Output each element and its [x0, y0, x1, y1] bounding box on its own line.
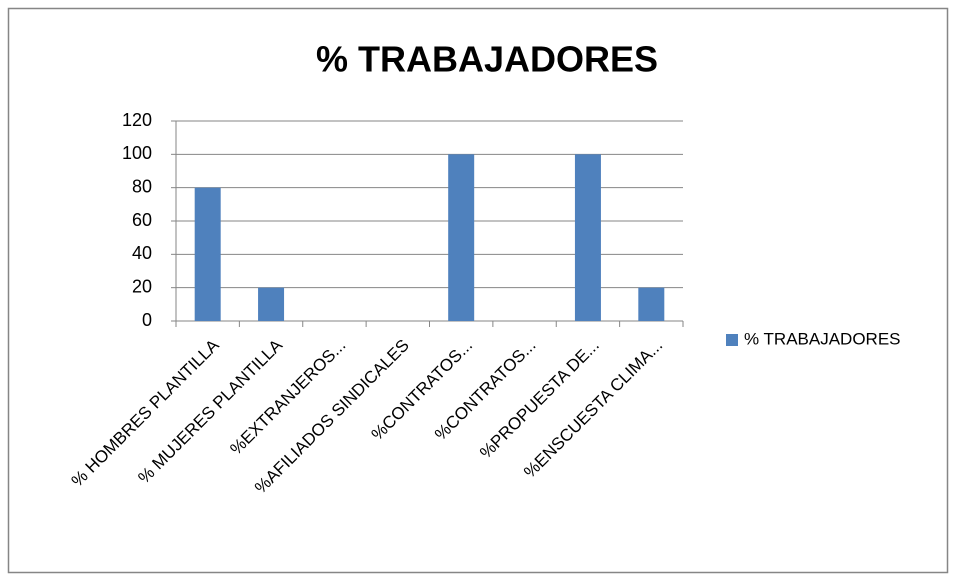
bar: [448, 154, 475, 321]
chart-title: % TRABAJADORES: [316, 39, 658, 80]
y-tick-label: 0: [142, 310, 152, 330]
y-tick-label: 120: [122, 110, 152, 130]
y-tick-label: 80: [132, 176, 152, 196]
legend-swatch: [726, 334, 738, 346]
bar: [638, 287, 665, 321]
y-tick-label: 60: [132, 210, 152, 230]
legend-label: % TRABAJADORES: [744, 329, 901, 348]
y-tick-label: 40: [132, 243, 152, 263]
bar: [258, 287, 285, 321]
bar: [574, 154, 601, 321]
y-tick-label: 20: [132, 276, 152, 296]
bar: [194, 187, 221, 321]
chart-border: [7, 7, 949, 574]
y-tick-label: 100: [122, 143, 152, 163]
